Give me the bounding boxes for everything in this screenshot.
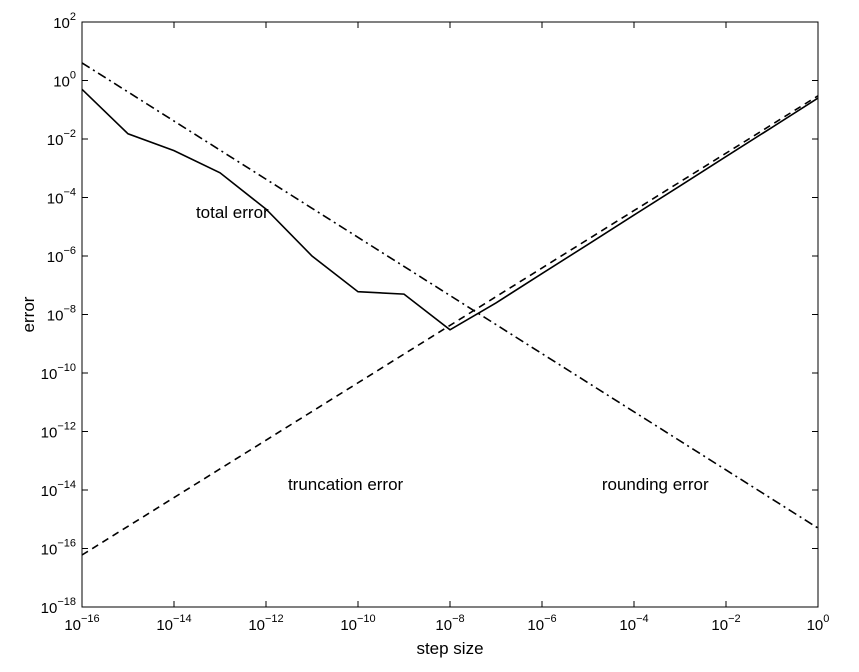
- x-tick-exponent: −6: [544, 613, 557, 625]
- y-tick-exponent: −2: [63, 128, 76, 140]
- y-tick-label: 102: [53, 11, 76, 32]
- x-tick-exponent: −12: [265, 613, 284, 625]
- x-tick-label: 10−10: [340, 613, 375, 634]
- y-tick-label: 100: [53, 70, 76, 91]
- y-tick-exponent: −10: [57, 362, 76, 374]
- y-tick-label: 10−18: [41, 596, 76, 617]
- y-tick-label: 10−2: [47, 128, 76, 149]
- y-tick-label: 10−8: [47, 304, 76, 325]
- y-tick-base: 10: [53, 74, 70, 91]
- y-tick-base: 10: [41, 425, 58, 442]
- y-tick-base: 10: [47, 249, 64, 266]
- y-tick-base: 10: [53, 15, 70, 32]
- series-line-total: [81, 88, 819, 331]
- x-tick-base: 10: [435, 617, 452, 634]
- x-tick-exponent: 0: [823, 613, 829, 625]
- plot-layer: [81, 62, 819, 556]
- y-axis-label: error: [19, 296, 38, 332]
- y-tick-exponent: −8: [63, 304, 76, 316]
- x-tick-exponent: −14: [173, 613, 192, 625]
- x-tick-exponent: −10: [357, 613, 376, 625]
- x-axis-label: step size: [416, 639, 483, 658]
- x-tick-base: 10: [64, 617, 81, 634]
- y-tick-base: 10: [41, 366, 58, 383]
- annotations-layer: total error truncation error rounding erro…: [196, 203, 709, 494]
- y-tick-base: 10: [41, 483, 58, 500]
- series-line-rounding: [81, 62, 819, 529]
- x-tick-label: 10−16: [64, 613, 99, 634]
- y-tick-label: 10−12: [41, 421, 76, 442]
- y-tick-exponent: 2: [70, 11, 76, 23]
- y-tick-exponent: −16: [57, 538, 76, 550]
- x-tick-label: 100: [807, 613, 830, 634]
- y-tick-exponent: −18: [57, 596, 76, 608]
- y-tick-label: 10−4: [47, 187, 76, 208]
- x-tick-label: 10−4: [619, 613, 648, 634]
- x-tick-base: 10: [527, 617, 544, 634]
- x-tick-label: 10−2: [711, 613, 740, 634]
- x-tick-exponent: −8: [452, 613, 465, 625]
- y-tick-label: 10−6: [47, 245, 76, 266]
- x-tick-base: 10: [156, 617, 173, 634]
- y-tick-label: 10−14: [41, 479, 76, 500]
- y-tick-label: 10−16: [41, 538, 76, 559]
- x-tick-base: 10: [711, 617, 728, 634]
- x-tick-label: 10−6: [527, 613, 556, 634]
- y-tick-base: 10: [47, 191, 64, 208]
- y-tick-base: 10: [47, 308, 64, 325]
- y-tick-exponent: −12: [57, 421, 76, 433]
- x-tick-label: 10−14: [156, 613, 191, 634]
- x-tick-exponent: −16: [81, 613, 100, 625]
- annotation-label: truncation error: [288, 475, 404, 494]
- ticks-layer: [81, 21, 819, 608]
- x-tick-base: 10: [807, 617, 824, 634]
- x-tick-label: 10−12: [248, 613, 283, 634]
- x-tick-base: 10: [248, 617, 265, 634]
- y-tick-base: 10: [47, 132, 64, 149]
- tick-labels-layer: 10−16 10−14 10−12 10−10 10−8 10−6 10−4 10−2 1001…: [41, 11, 830, 634]
- y-tick-base: 10: [41, 542, 58, 559]
- x-tick-base: 10: [340, 617, 357, 634]
- y-tick-exponent: −6: [63, 245, 76, 257]
- annotation-label: rounding error: [602, 475, 709, 494]
- annotation-label: total error: [196, 203, 269, 222]
- y-tick-label: 10−10: [41, 362, 76, 383]
- x-tick-exponent: −2: [728, 613, 741, 625]
- y-tick-exponent: −4: [63, 187, 76, 199]
- x-tick-exponent: −4: [636, 613, 649, 625]
- series-line-truncation: [81, 95, 819, 556]
- y-tick-exponent: −14: [57, 479, 76, 491]
- x-tick-base: 10: [619, 617, 636, 634]
- y-tick-base: 10: [41, 600, 58, 617]
- x-tick-label: 10−8: [435, 613, 464, 634]
- y-tick-exponent: 0: [70, 70, 76, 82]
